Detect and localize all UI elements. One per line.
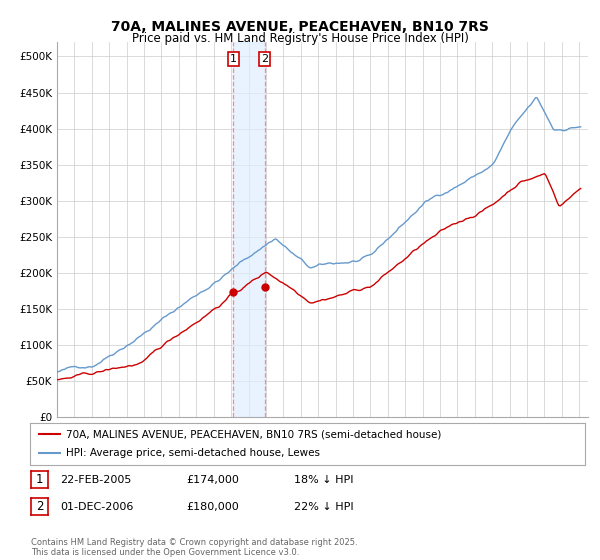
Text: 01-DEC-2006: 01-DEC-2006 [60, 502, 133, 512]
Bar [233, 42, 265, 417]
Text: 22-FEB-2005: 22-FEB-2005 [60, 475, 131, 485]
Text: 2: 2 [261, 54, 268, 64]
Text: Price paid vs. HM Land Registry's House Price Index (HPI): Price paid vs. HM Land Registry's House … [131, 32, 469, 45]
Text: 22% ↓ HPI: 22% ↓ HPI [294, 502, 353, 512]
Text: 1: 1 [36, 473, 43, 486]
Text: HPI: Average price, semi-detached house, Lewes: HPI: Average price, semi-detached house,… [66, 449, 320, 459]
Text: 1: 1 [230, 54, 237, 64]
Text: £174,000: £174,000 [186, 475, 239, 485]
Text: 70A, MALINES AVENUE, PEACEHAVEN, BN10 7RS: 70A, MALINES AVENUE, PEACEHAVEN, BN10 7R… [111, 20, 489, 34]
Text: Contains HM Land Registry data © Crown copyright and database right 2025.
This d: Contains HM Land Registry data © Crown c… [31, 538, 358, 557]
Text: £180,000: £180,000 [186, 502, 239, 512]
Text: 70A, MALINES AVENUE, PEACEHAVEN, BN10 7RS (semi-detached house): 70A, MALINES AVENUE, PEACEHAVEN, BN10 7R… [66, 429, 442, 439]
Text: 18% ↓ HPI: 18% ↓ HPI [294, 475, 353, 485]
Text: 2: 2 [36, 500, 43, 513]
